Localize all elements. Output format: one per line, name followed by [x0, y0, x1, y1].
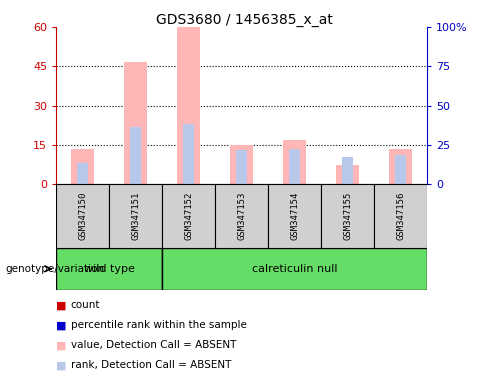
Text: wild type: wild type — [83, 264, 135, 274]
Text: GSM347155: GSM347155 — [343, 192, 352, 240]
Text: GDS3680 / 1456385_x_at: GDS3680 / 1456385_x_at — [156, 13, 332, 27]
Text: rank, Detection Call = ABSENT: rank, Detection Call = ABSENT — [71, 360, 231, 370]
Bar — [389, 149, 412, 184]
Bar — [178, 27, 200, 184]
Bar — [342, 157, 353, 184]
Bar — [374, 184, 427, 248]
Bar — [183, 124, 194, 184]
Bar — [77, 163, 88, 184]
Text: percentile rank within the sample: percentile rank within the sample — [71, 320, 246, 330]
Bar — [71, 149, 94, 184]
Text: calreticulin null: calreticulin null — [252, 264, 337, 274]
Bar — [162, 184, 215, 248]
Bar — [321, 184, 374, 248]
Text: GSM347151: GSM347151 — [131, 192, 140, 240]
Text: value, Detection Call = ABSENT: value, Detection Call = ABSENT — [71, 340, 236, 350]
Bar — [289, 149, 300, 184]
Bar — [215, 184, 268, 248]
Bar — [230, 145, 253, 184]
Bar — [56, 248, 162, 290]
Bar — [395, 156, 406, 184]
Bar — [130, 127, 141, 184]
Text: count: count — [71, 300, 100, 310]
Bar — [109, 184, 162, 248]
Text: ■: ■ — [56, 360, 67, 370]
Text: GSM347156: GSM347156 — [396, 192, 405, 240]
Text: ■: ■ — [56, 320, 67, 330]
Bar — [268, 184, 321, 248]
Text: GSM347152: GSM347152 — [184, 192, 193, 240]
Text: ■: ■ — [56, 300, 67, 310]
Bar — [162, 248, 427, 290]
Bar — [236, 150, 247, 184]
Bar — [336, 165, 359, 184]
Bar — [124, 62, 147, 184]
Bar — [284, 140, 305, 184]
Text: ■: ■ — [56, 340, 67, 350]
Bar — [56, 184, 109, 248]
Text: genotype/variation: genotype/variation — [5, 264, 104, 274]
Text: GSM347154: GSM347154 — [290, 192, 299, 240]
Text: GSM347153: GSM347153 — [237, 192, 246, 240]
Text: GSM347150: GSM347150 — [78, 192, 87, 240]
